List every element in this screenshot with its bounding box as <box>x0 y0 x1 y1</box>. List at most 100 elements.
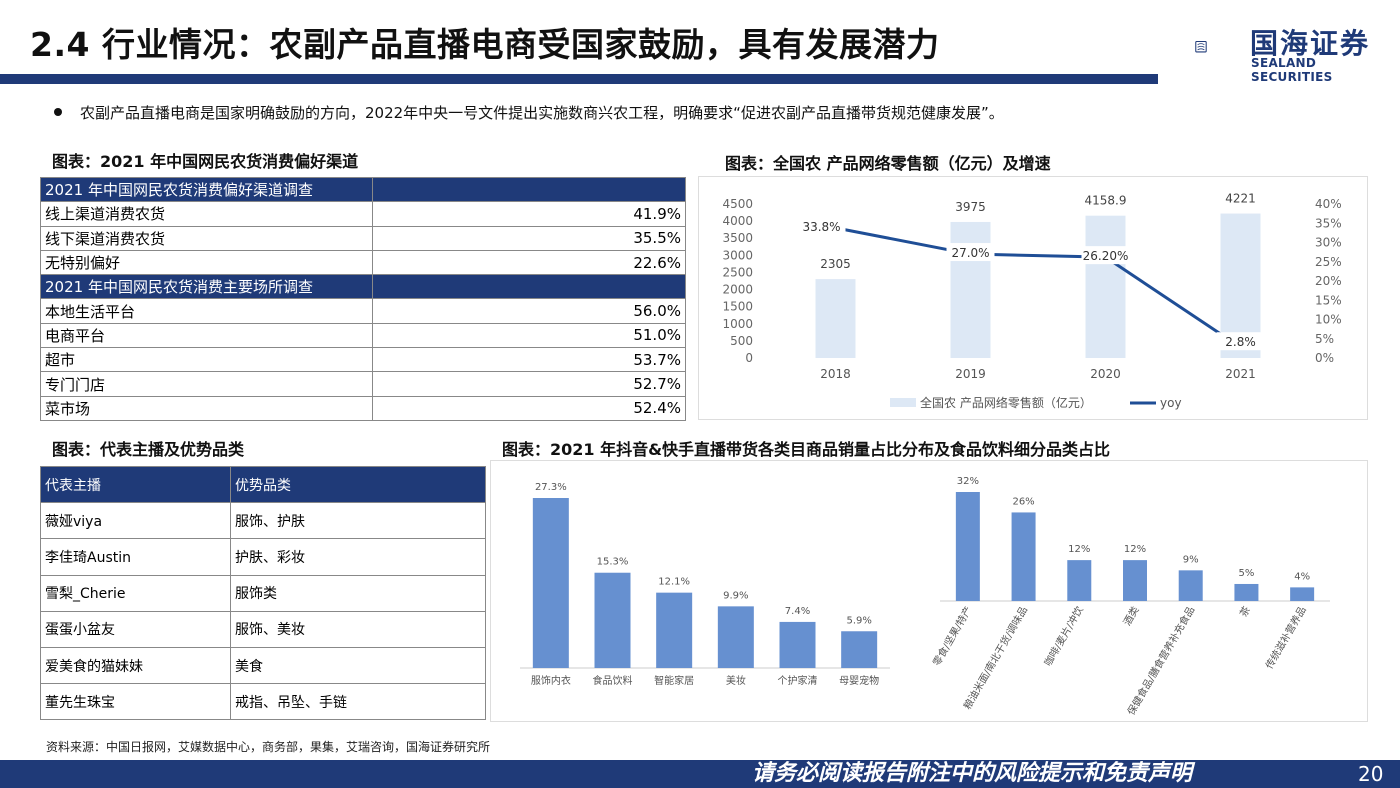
table-section-header: 2021 年中国网民农货消费偏好渠道调查 <box>40 176 686 203</box>
x-tick-label: 2018 <box>820 367 851 381</box>
table1-caption: 图表：2021 年中国网民农货消费偏好渠道 <box>52 152 359 171</box>
bar <box>841 631 878 668</box>
y2-tick-label: 0% <box>1315 351 1334 365</box>
x-tick-label: 智能家居 <box>654 674 694 687</box>
disclaimer-text: 请务必阅读报告附注中的风险提示和免责声明 <box>752 761 1193 786</box>
x-tick-label: 母婴宠物 <box>839 674 879 687</box>
y-tick-label: 4500 <box>722 197 753 211</box>
y2-tick-label: 25% <box>1315 255 1342 269</box>
row-value: 35.5% <box>372 225 686 251</box>
x-tick-label: 传统滋补营养品 <box>1262 604 1308 671</box>
bar <box>815 279 856 358</box>
row-label: 电商平台 <box>40 322 373 349</box>
x-tick-label: 茶 <box>1237 604 1253 619</box>
row-label: 菜市场 <box>40 395 373 421</box>
header-category: 优势品类 <box>230 465 486 504</box>
anchor-category: 美食 <box>230 646 486 685</box>
bar <box>656 592 693 668</box>
bar-value-label: 26% <box>1012 496 1034 507</box>
anchor-category: 服饰类 <box>230 574 486 612</box>
row-label: 本地生活平台 <box>40 298 373 324</box>
bar-value-label: 2305 <box>820 257 851 271</box>
source-note: 资料来源：中国日报网，艾媒数据中心，商务部，果集，艾瑞咨询，国海证券研究所 <box>46 740 491 754</box>
table-row: 菜市场 52.4% <box>40 395 686 421</box>
page-title: 2.4 行业情况：农副产品直播电商受国家鼓励，具有发展潜力 <box>30 25 940 64</box>
bar <box>1011 512 1036 601</box>
row-label: 超市 <box>40 347 373 373</box>
legend-swatch-bar <box>890 398 916 407</box>
bar <box>1290 587 1315 601</box>
bar <box>1085 215 1126 358</box>
x-tick-label: 零食/坚果/特产 <box>930 604 975 668</box>
category-share-chart: 27.3% 服饰内衣 15.3% 食品饮料 12.1% 智能家居 9.9% 美妆 7.4% 个护家… <box>520 482 890 687</box>
row-label: 专门门店 <box>40 371 373 397</box>
x-tick-label: 粮油米面/南北干货/调味品 <box>961 604 1031 712</box>
line-label-bg <box>797 216 846 235</box>
bar <box>779 621 816 668</box>
bar-value-label: 15.3% <box>597 557 629 568</box>
bar-value-label: 3975 <box>955 200 986 214</box>
table2-caption: 图表：代表主播及优势品类 <box>52 440 245 459</box>
bar <box>955 492 980 601</box>
bar <box>950 221 991 358</box>
sealand-logo-icon <box>1195 41 1207 53</box>
line-value-label: 2.8% <box>1225 335 1256 349</box>
y2-tick-label: 20% <box>1315 274 1342 288</box>
title-rule <box>0 74 1158 84</box>
logo-name: 国海证券 <box>1250 27 1371 60</box>
section-title: 2021 年中国网民农货消费主要场所调查 <box>40 274 373 300</box>
bar <box>594 572 631 668</box>
y-tick-label: 1000 <box>722 317 753 331</box>
table-row: 李佳琦Austin 护肤、彩妆 <box>40 538 486 576</box>
bar-value-label: 12% <box>1124 544 1146 555</box>
legend-label-line: yoy <box>1160 396 1182 410</box>
line-label-bg <box>1216 332 1265 351</box>
anchor-category: 服饰、护肤 <box>230 502 486 540</box>
x-tick-label: 2020 <box>1090 367 1121 381</box>
anchor-name: 爱美食的猫妹妹 <box>40 646 231 685</box>
bar-value-label: 7.4% <box>785 606 810 617</box>
bar-value-label: 12% <box>1068 544 1090 555</box>
anchor-name: 李佳琦Austin <box>40 538 231 576</box>
x-tick-label: 咖啡/麦片/冲饮 <box>1041 604 1086 668</box>
bar <box>1234 583 1259 601</box>
series-line-yoy <box>835 226 1242 349</box>
y-tick-label: 2000 <box>722 283 753 297</box>
table-row: 董先生珠宝 戒指、吊坠、手链 <box>40 683 486 721</box>
row-value: 41.9% <box>372 201 686 227</box>
line-value-label: 27.0% <box>951 246 989 260</box>
line-label-bg <box>946 243 995 262</box>
bullet-text: 农副产品直播电商是国家明确鼓励的方向，2022年中央一号文件提出实施数商兴农工程… <box>80 104 1004 122</box>
retail-sales-chart: 0 500 1000 1500 2000 2500 3000 3500 4000 4500 0% 5%… <box>722 192 1342 410</box>
bullet-point: 农副产品直播电商是国家明确鼓励的方向，2022年中央一号文件提出实施数商兴农工程… <box>54 102 1004 123</box>
bar-value-label: 5.9% <box>846 615 871 626</box>
row-value: 53.7% <box>372 347 686 373</box>
bar-value-label: 27.3% <box>535 482 567 493</box>
logo-en: SEALAND SECURITIES <box>1251 56 1333 84</box>
bar <box>717 606 754 668</box>
table-row: 超市 53.7% <box>40 347 686 373</box>
table-row: 线上渠道消费农货 41.9% <box>40 201 686 227</box>
y2-tick-label: 15% <box>1315 293 1342 307</box>
row-label: 无特别偏好 <box>40 249 373 276</box>
bar-value-label: 4158.9 <box>1085 194 1127 208</box>
row-value: 51.0% <box>372 322 686 349</box>
table-row: 线下渠道消费农货 35.5% <box>40 225 686 251</box>
y-tick-label: 500 <box>730 334 753 348</box>
anchor-category: 戒指、吊坠、手链 <box>230 683 486 721</box>
y-tick-label: 2500 <box>722 265 753 279</box>
y2-tick-label: 40% <box>1315 197 1342 211</box>
anchor-category: 护肤、彩妆 <box>230 538 486 576</box>
bar <box>532 498 569 668</box>
table-section-header: 2021 年中国网民农货消费主要场所调查 <box>40 274 686 300</box>
bar-value-label: 12.1% <box>658 577 690 588</box>
bar-value-label: 4221 <box>1225 192 1256 206</box>
row-value: 52.4% <box>372 395 686 421</box>
y2-tick-label: 30% <box>1315 236 1342 250</box>
chart1-caption: 图表：全国农 产品网络零售额（亿元）及增速 <box>725 154 1051 173</box>
section-title: 2021 年中国网民农货消费偏好渠道调查 <box>40 176 373 203</box>
table-header-row: 代表主播 优势品类 <box>40 465 486 504</box>
footer-bar <box>0 760 1400 788</box>
x-tick-label: 美妆 <box>726 674 746 687</box>
table-row: 电商平台 51.0% <box>40 322 686 349</box>
